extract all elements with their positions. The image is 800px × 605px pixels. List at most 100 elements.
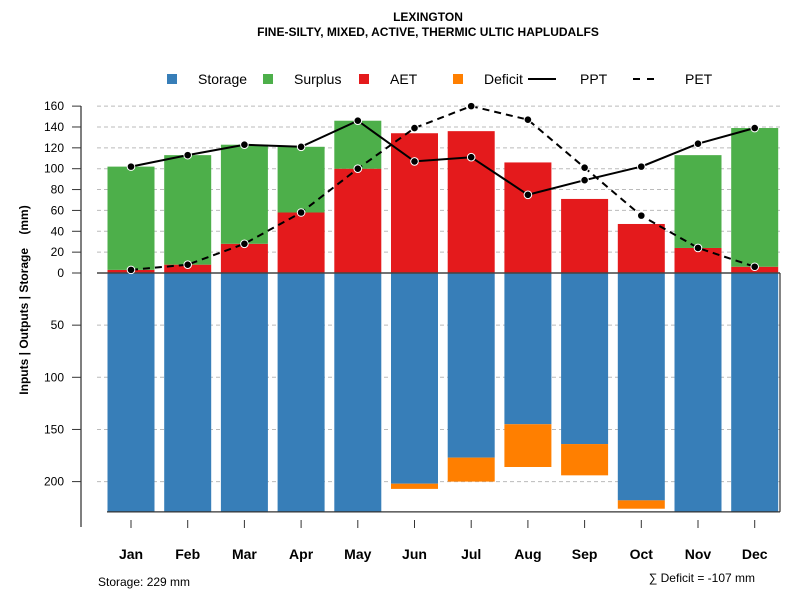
storage-bar xyxy=(107,273,155,512)
storage-bar xyxy=(731,273,779,512)
deficit-annotation: ∑ Deficit = -107 mm xyxy=(649,571,755,585)
x-tick-label: Mar xyxy=(232,546,257,562)
ppt-point xyxy=(183,150,192,160)
legend: Storage Surplus AET Deficit PPT PET xyxy=(167,71,713,87)
storage-bar xyxy=(504,273,552,425)
aet-bar xyxy=(334,168,382,273)
storage-bar xyxy=(164,273,212,512)
pet-point xyxy=(580,163,589,172)
surplus-bar xyxy=(164,155,212,265)
ppt-point xyxy=(580,175,589,185)
surplus-bar xyxy=(674,155,722,248)
pet-point xyxy=(466,101,476,111)
y-tick-label: 100 xyxy=(44,162,64,176)
pet-point xyxy=(693,243,703,253)
y-tick-label: 100 xyxy=(44,370,64,384)
x-tick-label: Oct xyxy=(630,546,654,562)
surplus-bar xyxy=(107,166,155,270)
y-tick-label: 150 xyxy=(44,422,64,436)
chart-title: LEXINGTON xyxy=(393,10,463,24)
storage-bar xyxy=(334,273,382,512)
ppt-point xyxy=(693,139,703,148)
lines xyxy=(126,101,760,275)
y-tick-label: 40 xyxy=(51,224,65,238)
ppt-point xyxy=(410,157,419,166)
storage-bar xyxy=(220,273,268,512)
x-tick-label: Apr xyxy=(289,546,314,562)
aet-bar xyxy=(277,212,325,273)
pet-point xyxy=(126,265,136,275)
axes: 0 20 40 60 80 100 120 140 160 50 100 150 200 Jan Feb Ma… xyxy=(44,99,768,562)
ppt-point xyxy=(523,190,533,200)
storage-annotation: Storage: 229 mm xyxy=(98,575,190,589)
surplus-bar xyxy=(277,146,325,213)
y-tick-label: 80 xyxy=(51,183,65,197)
x-tick-label: Sep xyxy=(572,546,598,562)
storage-bar xyxy=(277,273,325,512)
x-tick-label: May xyxy=(344,546,371,562)
y-axis-label: Inputs | Outputs | Storage (mm) xyxy=(17,205,31,394)
deficit-bar xyxy=(617,500,665,509)
legend-label-surplus: Surplus xyxy=(294,71,341,87)
x-tick-label: Feb xyxy=(175,546,200,562)
aet-bar xyxy=(504,162,552,273)
storage-bar xyxy=(447,273,495,458)
ppt-point xyxy=(240,140,249,150)
deficit-bar xyxy=(391,483,438,489)
deficit-bar xyxy=(504,424,552,467)
legend-label-aet: AET xyxy=(390,71,418,87)
x-tick-label: Dec xyxy=(742,546,768,562)
y-tick-label: 50 xyxy=(51,318,65,332)
x-tick-label: Nov xyxy=(685,546,712,562)
pet-point xyxy=(523,115,533,124)
ppt-point xyxy=(750,123,760,133)
ppt-point xyxy=(637,162,646,171)
pet-point xyxy=(183,260,192,269)
pet-point xyxy=(240,239,249,249)
deficit-bar xyxy=(447,457,495,482)
x-tick-label: Jun xyxy=(402,546,427,562)
pet-point xyxy=(750,262,760,272)
aet-bar xyxy=(561,198,609,273)
y-tick-label: 140 xyxy=(44,120,64,134)
y-tick-label: 120 xyxy=(44,141,64,155)
aet-bar xyxy=(617,223,665,273)
y-tick-label: 160 xyxy=(44,99,64,113)
legend-swatch-aet xyxy=(359,74,369,84)
pet-point xyxy=(637,211,646,220)
surplus-bar xyxy=(220,144,268,244)
deficit-bar xyxy=(561,444,609,476)
bars xyxy=(97,120,781,513)
x-tick-label: Jan xyxy=(119,546,143,562)
ppt-line xyxy=(130,119,755,196)
surplus-bar xyxy=(731,128,779,267)
storage-bar xyxy=(617,273,665,501)
legend-label-storage: Storage xyxy=(198,71,247,87)
ppt-point xyxy=(466,152,476,162)
aet-bar xyxy=(391,133,438,273)
pet-point xyxy=(353,164,363,173)
x-tick-label: Aug xyxy=(514,546,541,562)
ppt-point xyxy=(353,116,363,126)
pet-line xyxy=(130,105,756,271)
legend-swatch-storage xyxy=(167,74,177,84)
legend-label-pet: PET xyxy=(685,71,713,87)
aet-bar xyxy=(220,243,268,273)
ppt-point xyxy=(296,142,306,152)
y-tick-label: 0 xyxy=(57,266,64,280)
x-tick-label: Jul xyxy=(461,546,481,562)
y-tick-label: 200 xyxy=(44,475,64,489)
legend-swatch-surplus xyxy=(263,74,273,84)
storage-bar xyxy=(391,273,438,484)
storage-bar xyxy=(674,273,722,512)
y-tick-label: 60 xyxy=(51,203,65,217)
aet-bar xyxy=(447,131,495,273)
storage-bar xyxy=(561,273,609,445)
pet-point xyxy=(296,208,306,217)
legend-swatch-deficit xyxy=(453,74,463,84)
legend-label-ppt: PPT xyxy=(580,71,608,87)
y-tick-label: 20 xyxy=(51,245,65,259)
ppt-point xyxy=(126,162,136,171)
pet-point xyxy=(410,123,419,133)
